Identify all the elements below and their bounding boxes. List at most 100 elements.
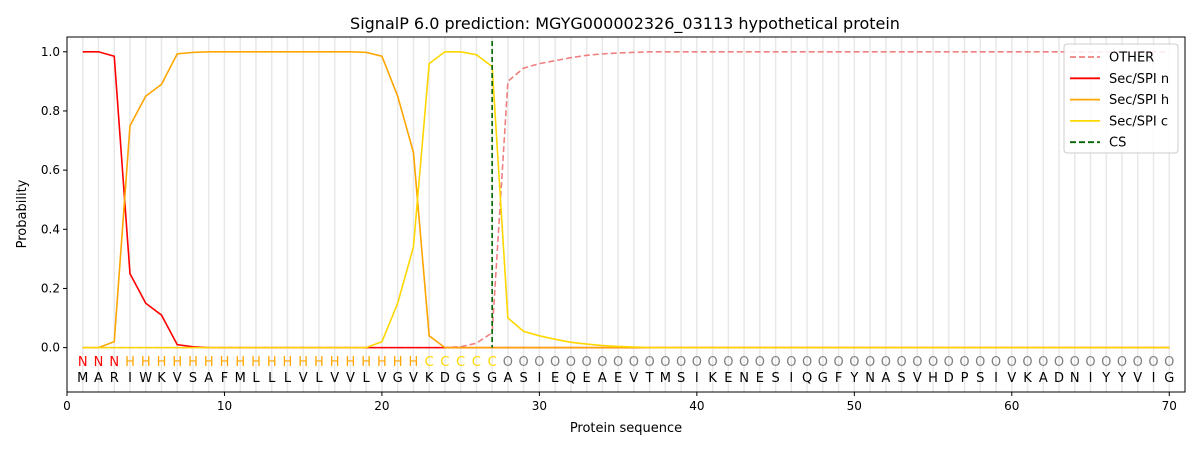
- x-tick-label: 60: [1004, 399, 1019, 413]
- region-label: H: [330, 355, 340, 370]
- legend-label: OTHER: [1109, 51, 1154, 66]
- region-label: O: [802, 355, 812, 370]
- region-label: O: [1038, 355, 1048, 370]
- x-axis-label: Protein sequence: [570, 421, 682, 436]
- y-tick-label: 0.4: [41, 222, 60, 236]
- x-tick-label: 0: [63, 399, 71, 413]
- region-label: H: [346, 355, 356, 370]
- region-label: O: [1101, 355, 1111, 370]
- x-tick-label: 20: [374, 399, 389, 413]
- region-label: O: [503, 355, 513, 370]
- legend-label: Sec/SPI h: [1109, 93, 1169, 108]
- legend-label: Sec/SPI n: [1109, 72, 1169, 87]
- y-tick-label: 1.0: [41, 45, 60, 59]
- region-label: H: [172, 355, 182, 370]
- x-tick-label: 50: [847, 399, 862, 413]
- region-label: O: [818, 355, 828, 370]
- region-label: H: [361, 355, 371, 370]
- protein-sequence: MARIWKVSAFMLLLVLVVLVGVKDGSGASIEQEAEVTMSI…: [77, 371, 1174, 386]
- x-tick-label: 30: [532, 399, 547, 413]
- region-label: H: [314, 355, 324, 370]
- y-tick-label: 0.6: [41, 163, 60, 177]
- plot-frame: [66, 36, 1186, 393]
- y-axis-label: Probability: [15, 179, 30, 248]
- region-label: O: [723, 355, 733, 370]
- region-label: O: [629, 355, 639, 370]
- region-label: O: [676, 355, 686, 370]
- legend-label: Sec/SPI c: [1109, 114, 1168, 129]
- region-label: H: [125, 355, 135, 370]
- region-label: N: [94, 355, 104, 370]
- region-label: N: [78, 355, 88, 370]
- region-label: H: [188, 355, 198, 370]
- region-label: O: [1007, 355, 1017, 370]
- region-label: O: [881, 355, 891, 370]
- region-label: O: [645, 355, 655, 370]
- region-label: O: [755, 355, 765, 370]
- series-line-sec-spi-c: [82, 50, 1170, 349]
- region-label: O: [849, 355, 859, 370]
- region-label: H: [393, 355, 403, 370]
- region-label: O: [786, 355, 796, 370]
- region-label: O: [975, 355, 985, 370]
- x-tick-label: 40: [689, 399, 704, 413]
- region-label: H: [220, 355, 230, 370]
- x-tick-label: 70: [1162, 399, 1177, 413]
- region-label: O: [566, 355, 576, 370]
- region-label: O: [1164, 355, 1174, 370]
- region-label: H: [235, 355, 245, 370]
- region-label: H: [377, 355, 387, 370]
- region-label: C: [456, 355, 465, 370]
- region-label: O: [833, 355, 843, 370]
- y-tick-label: 0.8: [41, 104, 60, 118]
- y-tick-label: 0.2: [41, 281, 60, 295]
- series-line-sec-spi-n: [82, 50, 1170, 349]
- region-label: C: [440, 355, 449, 370]
- region-label: O: [1117, 355, 1127, 370]
- region-label: H: [267, 355, 277, 370]
- region-label: O: [896, 355, 906, 370]
- region-label: O: [991, 355, 1001, 370]
- region-label: O: [1148, 355, 1158, 370]
- region-label: C: [488, 355, 497, 370]
- chart-title: SignalP 6.0 prediction: MGYG000002326_03…: [350, 14, 900, 34]
- region-label: H: [251, 355, 261, 370]
- region-label: O: [1054, 355, 1064, 370]
- region-label: O: [613, 355, 623, 370]
- region-label: O: [865, 355, 875, 370]
- region-label: O: [519, 355, 529, 370]
- series-line-sec-spi-h: [82, 50, 1170, 349]
- series-line-other: [82, 50, 1170, 349]
- region-label: H: [141, 355, 151, 370]
- region-label: H: [298, 355, 308, 370]
- region-label: O: [597, 355, 607, 370]
- y-tick-label: 0.0: [41, 341, 60, 355]
- region-label: O: [660, 355, 670, 370]
- legend: OTHER Sec/SPI n Sec/SPI h Sec/SPI c CS: [1063, 43, 1179, 154]
- region-label: O: [550, 355, 560, 370]
- legend-box: [1063, 43, 1179, 154]
- region-label: O: [928, 355, 938, 370]
- region-label: O: [1070, 355, 1080, 370]
- region-label: O: [534, 355, 544, 370]
- region-label: O: [692, 355, 702, 370]
- region-label: H: [204, 355, 214, 370]
- region-label: O: [959, 355, 969, 370]
- x-tick-label: 10: [217, 399, 232, 413]
- region-label: N: [109, 355, 119, 370]
- region-label: O: [1133, 355, 1143, 370]
- region-label: O: [770, 355, 780, 370]
- region-label: H: [409, 355, 419, 370]
- region-label: C: [472, 355, 481, 370]
- region-label: C: [425, 355, 434, 370]
- region-label: O: [582, 355, 592, 370]
- region-label: O: [944, 355, 954, 370]
- region-label: O: [739, 355, 749, 370]
- legend-label: CS: [1109, 136, 1126, 151]
- region-label: O: [1085, 355, 1095, 370]
- region-label: O: [912, 355, 922, 370]
- region-label: H: [283, 355, 293, 370]
- region-label: O: [707, 355, 717, 370]
